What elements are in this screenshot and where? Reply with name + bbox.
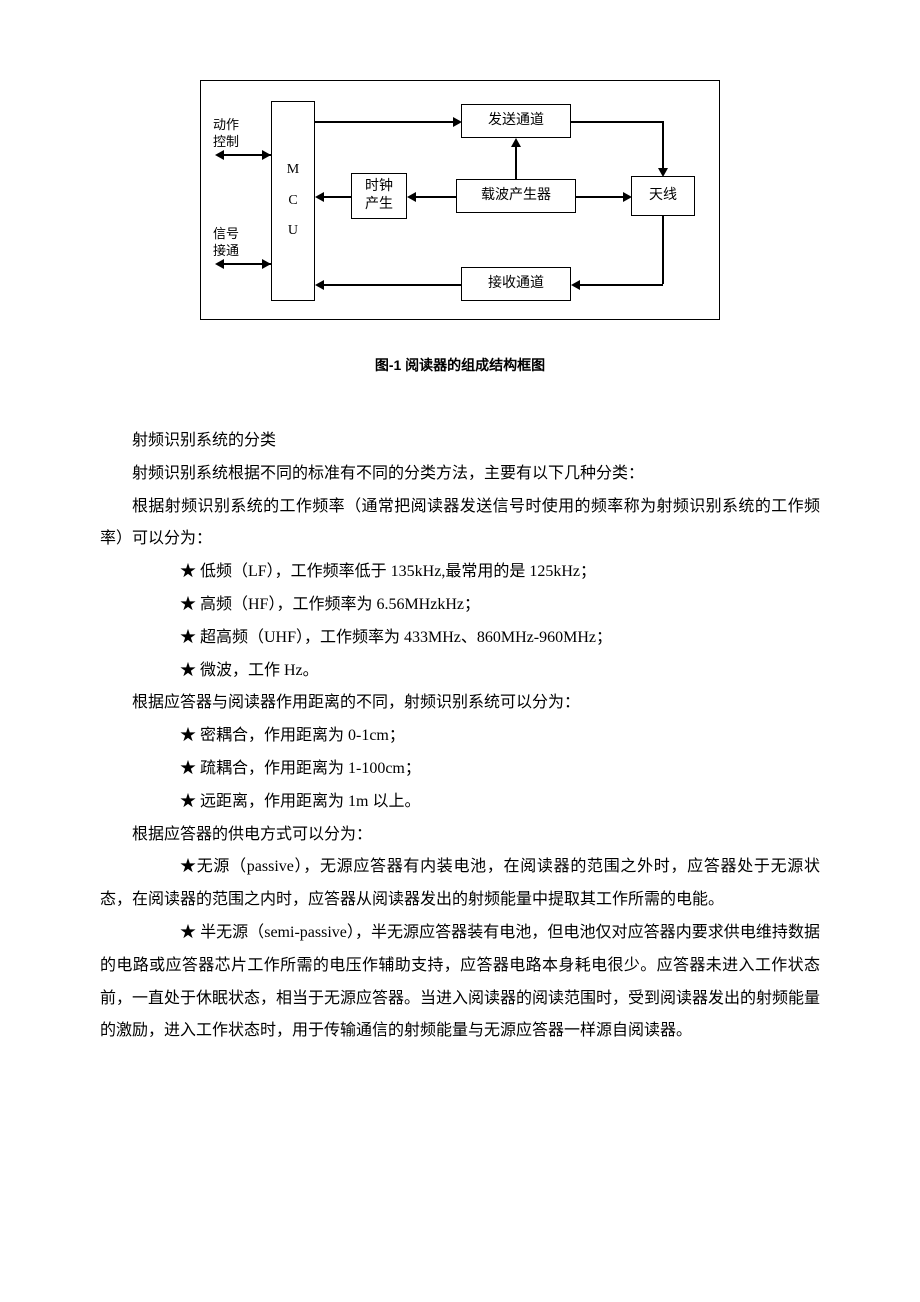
bullet-item: ★ 高频（HF），工作频率为 6.56MHzkHz； bbox=[100, 589, 820, 622]
node-antenna: 天线 bbox=[631, 176, 695, 216]
bullet-item: ★无源（passive），无源应答器有内装电池，在阅读器的范围之外时，应答器处于… bbox=[100, 851, 820, 917]
paragraph: 射频识别系统根据不同的标准有不同的分类方法，主要有以下几种分类： bbox=[100, 458, 820, 491]
bullet-item: ★ 远距离，作用距离为 1m 以上。 bbox=[100, 786, 820, 819]
bullet-item: ★ 超高频（UHF），工作频率为 433MHz、860MHz-960MHz； bbox=[100, 622, 820, 655]
paragraph: 根据射频识别系统的工作频率（通常把阅读器发送信号时使用的频率称为射频识别系统的工… bbox=[100, 491, 820, 557]
body-text: 射频识别系统的分类 射频识别系统根据不同的标准有不同的分类方法，主要有以下几种分… bbox=[100, 425, 820, 1048]
node-clock: 时钟产生 bbox=[351, 173, 407, 219]
node-carrier: 载波产生器 bbox=[456, 179, 576, 213]
paragraph: 射频识别系统的分类 bbox=[100, 425, 820, 458]
label-action-control: 动作控制 bbox=[213, 117, 239, 151]
node-mcu: MCU bbox=[271, 101, 315, 301]
figure-caption: 图-1 阅读器的组成结构框图 bbox=[100, 355, 820, 375]
bullet-item: ★ 疏耦合，作用距离为 1-100cm； bbox=[100, 753, 820, 786]
node-rx: 接收通道 bbox=[461, 267, 571, 301]
node-tx: 发送通道 bbox=[461, 104, 571, 138]
label-signal-connect: 信号接通 bbox=[213, 226, 239, 260]
paragraph: 根据应答器与阅读器作用距离的不同，射频识别系统可以分为： bbox=[100, 687, 820, 720]
bullet-item: ★ 微波，工作 Hz。 bbox=[100, 655, 820, 688]
bullet-item: ★ 半无源（semi-passive），半无源应答器装有电池，但电池仅对应答器内… bbox=[100, 917, 820, 1048]
paragraph: 根据应答器的供电方式可以分为： bbox=[100, 819, 820, 852]
bullet-item: ★ 密耦合，作用距离为 0-1cm； bbox=[100, 720, 820, 753]
bullet-item: ★ 低频（LF），工作频率低于 135kHz,最常用的是 125kHz； bbox=[100, 556, 820, 589]
reader-structure-diagram: 动作控制 信号接通 MCU 时钟产生 发送通道 载波产生器 接收通道 天线 bbox=[200, 80, 720, 320]
